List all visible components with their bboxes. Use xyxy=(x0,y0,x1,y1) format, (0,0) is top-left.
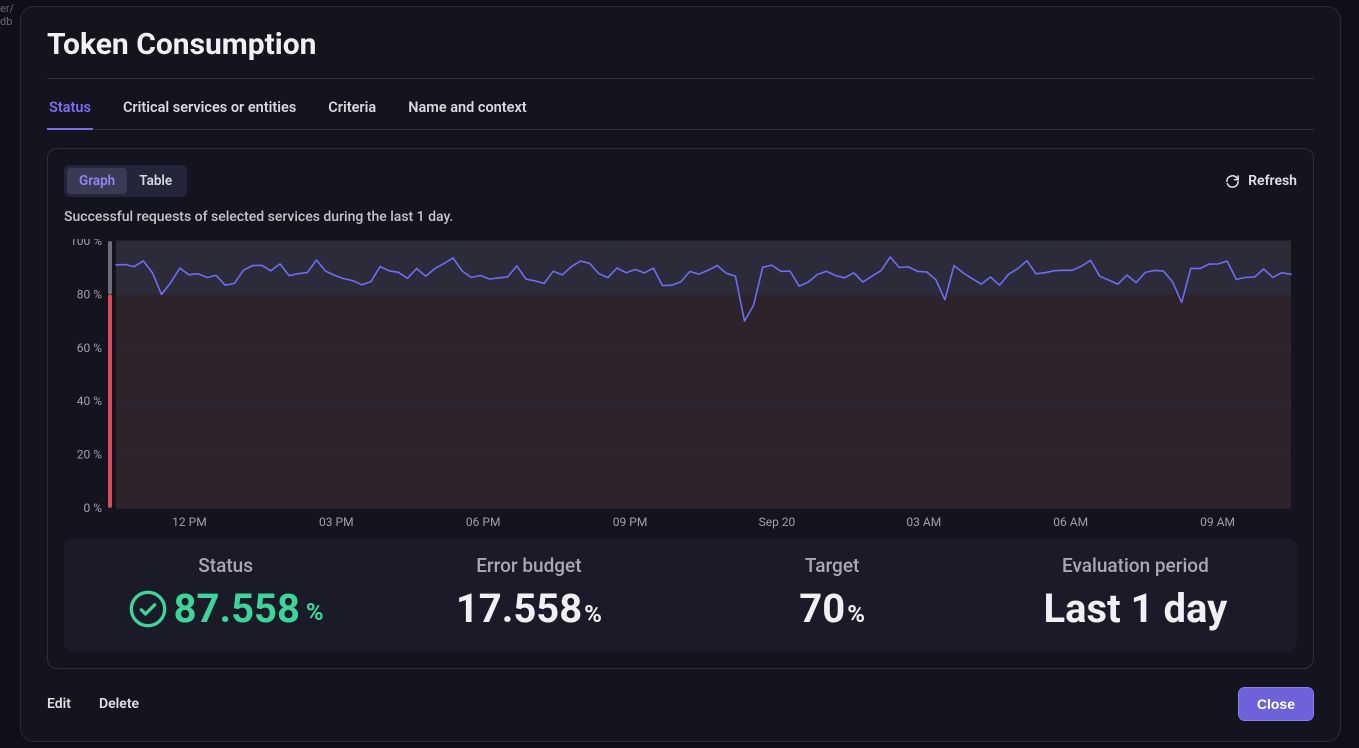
stat-error-budget-label: Error budget xyxy=(387,554,670,577)
svg-text:06 AM: 06 AM xyxy=(1053,515,1088,529)
stat-target: Target 70 % xyxy=(691,554,974,632)
close-button[interactable]: Close xyxy=(1238,687,1314,721)
stat-error-budget-value: 17.558 % xyxy=(387,585,670,632)
tab-name-context[interactable]: Name and context xyxy=(406,89,528,130)
svg-text:09 PM: 09 PM xyxy=(613,515,648,529)
stat-status-unit: % xyxy=(306,598,324,626)
tab-bar: Status Critical services or entities Cri… xyxy=(47,89,1314,130)
tab-critical-services[interactable]: Critical services or entities xyxy=(121,89,298,130)
stat-evaluation-value: Last 1 day xyxy=(994,585,1277,632)
stat-target-value: 70 % xyxy=(691,585,974,632)
footer-left: Edit Delete xyxy=(47,696,139,712)
svg-text:06 PM: 06 PM xyxy=(466,515,501,529)
refresh-icon xyxy=(1225,174,1240,189)
stat-status-number: 87.558 xyxy=(174,585,300,632)
stat-error-budget-unit: % xyxy=(584,600,602,628)
tab-status[interactable]: Status xyxy=(47,89,93,130)
stat-error-budget: Error budget 17.558 % xyxy=(387,554,670,632)
svg-text:60 %: 60 % xyxy=(77,341,102,355)
modal-footer: Edit Delete Close xyxy=(47,669,1314,721)
svg-text:03 PM: 03 PM xyxy=(319,515,354,529)
tab-criteria[interactable]: Criteria xyxy=(326,89,378,130)
stat-target-label: Target xyxy=(691,554,974,577)
toggle-table[interactable]: Table xyxy=(127,168,184,194)
stats-bar: Status 87.558 % Error budget 17.558 % xyxy=(64,538,1297,652)
svg-text:40 %: 40 % xyxy=(77,394,102,408)
toggle-graph[interactable]: Graph xyxy=(67,168,127,194)
stat-status-label: Status xyxy=(84,554,367,577)
svg-text:100 %: 100 % xyxy=(70,239,102,248)
svg-text:0 %: 0 % xyxy=(83,501,102,515)
page-title: Token Consumption xyxy=(47,27,1314,62)
chart-toolbar: Graph Table Refresh xyxy=(64,165,1297,197)
stat-status-value: 87.558 % xyxy=(84,585,367,632)
view-toggle: Graph Table xyxy=(64,165,187,197)
refresh-button[interactable]: Refresh xyxy=(1225,173,1297,189)
stat-target-number: 70 xyxy=(799,585,845,632)
line-chart: 0 % 20 % 40 % 60 % 80 % 100 % 12 PM 03 PM 06 PM 0… xyxy=(64,239,1297,530)
svg-text:09 AM: 09 AM xyxy=(1200,515,1235,529)
svg-text:Sep 20: Sep 20 xyxy=(759,515,796,529)
chart-area[interactable]: 0 % 20 % 40 % 60 % 80 % 100 % 12 PM 03 PM 06 PM 0… xyxy=(64,239,1297,530)
svg-text:12 PM: 12 PM xyxy=(172,515,207,529)
check-circle-icon xyxy=(128,589,168,629)
svg-text:80 %: 80 % xyxy=(77,287,102,301)
content-panel: Graph Table Refresh Successful requests … xyxy=(47,148,1314,669)
stat-evaluation: Evaluation period Last 1 day xyxy=(994,554,1277,632)
stat-evaluation-label: Evaluation period xyxy=(994,554,1277,577)
stat-target-unit: % xyxy=(847,600,865,628)
refresh-label: Refresh xyxy=(1248,173,1297,189)
delete-button[interactable]: Delete xyxy=(99,696,139,712)
chart-description: Successful requests of selected services… xyxy=(64,209,1297,225)
slo-modal: Token Consumption Status Critical servic… xyxy=(20,6,1341,742)
stat-status: Status 87.558 % xyxy=(84,554,367,632)
svg-text:03 AM: 03 AM xyxy=(906,515,941,529)
stat-error-budget-number: 17.558 xyxy=(456,585,582,632)
divider xyxy=(47,78,1314,79)
background-fragment: er/db xyxy=(0,0,14,30)
svg-text:20 %: 20 % xyxy=(77,448,102,462)
edit-button[interactable]: Edit xyxy=(47,696,71,712)
stat-evaluation-text: Last 1 day xyxy=(1044,585,1228,632)
